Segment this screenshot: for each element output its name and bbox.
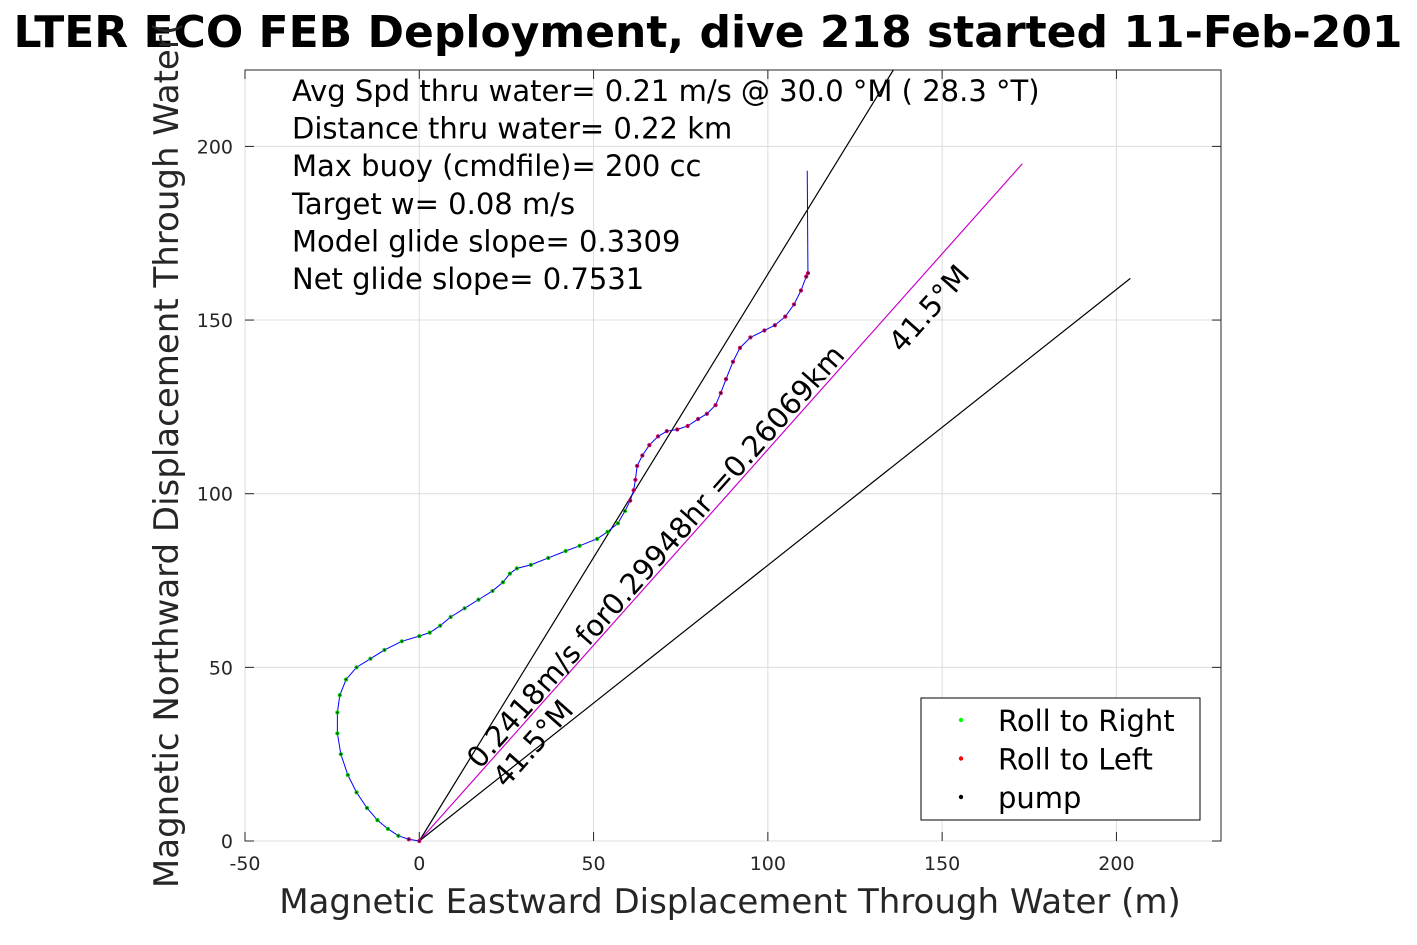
pump-point [564, 550, 567, 552]
legend-marker [958, 756, 964, 761]
pump-point [617, 522, 619, 525]
annotation-line: Avg Spd thru water= 0.21 m/s @ 30.0 °M (… [292, 74, 1040, 108]
pump-point [449, 616, 452, 618]
x-tick-label: 200 [1098, 853, 1134, 875]
pump-point [773, 324, 776, 327]
annotation-line: Max buoy (cmdfile)= 200 cc [292, 149, 701, 183]
x-tick-label: 50 [581, 853, 605, 875]
pump-point [515, 567, 518, 570]
pump-point [336, 711, 339, 714]
pump-point [346, 774, 349, 776]
pump-point [477, 598, 480, 601]
pump-point [705, 412, 708, 415]
pump-point [376, 819, 379, 822]
annotation-line: Model glide slope= 0.3309 [292, 224, 680, 258]
pump-point [732, 360, 734, 363]
pump-point [596, 537, 598, 540]
pump-point [648, 444, 651, 446]
pump-point [397, 834, 400, 837]
pump-point [578, 544, 581, 547]
pump-point [657, 435, 659, 438]
pump-point [491, 590, 494, 592]
annotation-block: Avg Spd thru water= 0.21 m/s @ 30.0 °M (… [291, 74, 1040, 296]
pump-point [418, 635, 421, 637]
x-axis-label: Magnetic Eastward Displacement Through W… [279, 882, 1181, 922]
pump-point [665, 430, 668, 433]
legend-label: Roll to Right [998, 704, 1175, 738]
pump-point [547, 557, 550, 559]
pump-point [336, 732, 339, 735]
reference-line [418, 277, 1131, 842]
pump-point [629, 499, 632, 502]
pump-point [407, 838, 410, 841]
pump-point [793, 303, 795, 306]
pump-point [400, 640, 403, 643]
chart-title: LTER ECO FEB Deployment, dive 218 starte… [13, 7, 1402, 58]
pump-point [624, 510, 626, 512]
pump-point [338, 694, 341, 697]
pump-point [369, 657, 372, 660]
pump-point [383, 649, 386, 651]
x-tick-label: 0 [413, 853, 425, 875]
y-tick-label: 150 [197, 310, 233, 332]
pump-point [719, 392, 722, 394]
legend-box [920, 697, 1201, 821]
pump-point [641, 454, 644, 457]
pump-point [739, 346, 741, 349]
reference-line [418, 69, 894, 842]
legend-marker [958, 717, 964, 723]
pump-point [529, 563, 532, 566]
annotation-line: Distance thru water= 0.22 km [292, 112, 732, 146]
reference-line [418, 163, 1023, 842]
dive-track [335, 170, 811, 844]
pump-point [784, 315, 787, 318]
pump-point [387, 827, 389, 830]
pump-point [807, 272, 809, 275]
legend: Roll to Right Roll to Left pump [920, 697, 1201, 821]
y-tick-label: 200 [197, 136, 233, 158]
pump-point [714, 404, 717, 407]
reference-lines [418, 69, 1131, 842]
pump-point [606, 531, 609, 533]
pump-point [636, 465, 639, 467]
pump-point [366, 807, 368, 809]
y-tick-label: 0 [221, 831, 233, 853]
legend-label: pump [998, 781, 1081, 815]
pump-point [339, 753, 342, 756]
pump-point [345, 678, 347, 681]
annotation-line: Target w= 0.08 m/s [291, 187, 575, 221]
pump-point [686, 425, 689, 427]
pump-point [763, 329, 766, 332]
pump-point [676, 428, 679, 431]
pump-point [439, 624, 442, 627]
x-tick-label: 150 [924, 853, 960, 875]
pump-point [632, 489, 635, 492]
y-tick-label: 100 [197, 484, 233, 506]
pump-point [509, 572, 511, 575]
pump-point [725, 378, 727, 380]
annotation-line: Net glide slope= 0.7531 [292, 262, 644, 296]
pump-point [428, 631, 431, 634]
pump-point [418, 840, 421, 842]
pump-point [463, 607, 466, 610]
legend-marker [958, 794, 964, 800]
pump-point [749, 336, 752, 339]
legend-label: Roll to Left [998, 743, 1153, 777]
pump-point [805, 275, 808, 278]
pump-point [355, 791, 358, 794]
pump-point [634, 478, 637, 481]
x-tick-label: -50 [229, 853, 260, 875]
y-tick-label: 50 [209, 657, 233, 679]
pump-point [502, 581, 504, 584]
y-axis-label: Magnetic Northward Displacement Through … [147, 22, 187, 888]
pump-point [355, 666, 358, 669]
x-tick-label: 100 [750, 853, 786, 875]
pump-point [800, 289, 802, 292]
pump-point [697, 418, 700, 420]
